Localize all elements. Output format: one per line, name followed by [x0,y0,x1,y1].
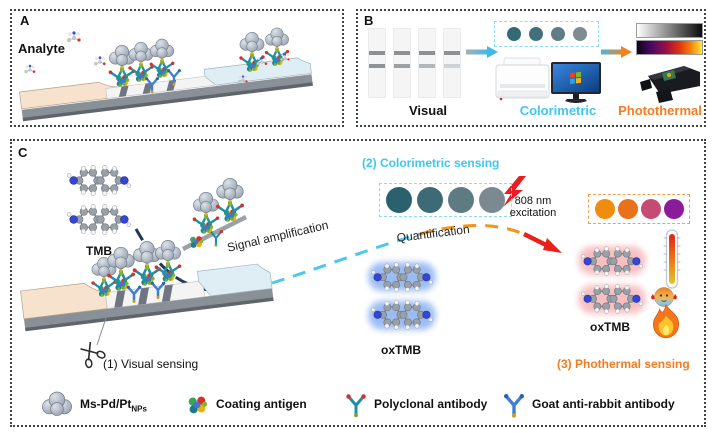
visual-label: Visual [408,103,448,118]
legend-item-goat-anti-rabbit: Goat anti-rabbit antibody [532,397,675,411]
colorimetric-sensing-label: (2) Colorimetric sensing [362,156,500,170]
test-strip-1 [368,28,386,98]
test-line [444,64,460,68]
thermometer-icon [662,229,682,289]
visual-to-colorimetric-arrow [466,46,498,58]
amplification-platform [181,178,248,252]
colorimetric-spots-box-c [379,183,512,217]
panel-a [10,9,344,127]
control-line [419,51,435,55]
tmb-molecule [67,165,131,234]
excitation-line1: 808 nm [514,195,552,207]
legend-item-polyclonal-antibody: Polyclonal antibody [374,397,488,411]
oxtmb-molecule-pink [578,246,646,314]
legend-label: Ms-Pd/Pt [80,397,132,411]
legend-item-coating-antigen: Coating antigen [216,397,307,411]
control-line [394,51,410,55]
fire-icon [652,304,680,339]
photothermal-spot [663,199,684,219]
test-strip-4 [443,28,461,98]
excitation-line2: excitation [509,206,557,219]
colorimetric-to-photothermal-arrow [601,46,632,58]
oxtmb-label-left: oxTMB [381,343,421,357]
computer-monitor-icon [551,62,601,103]
panel-a-label: A [20,13,30,28]
colorimetric-spot [386,187,412,213]
colorimetric-spot [448,187,474,213]
colorimetric-spot [550,27,565,41]
visual-sensing-label: (1) Visual sensing [103,357,199,371]
coating-antigen-icon [188,396,208,414]
hot-face-icon [650,287,678,307]
panel-b-label: B [364,13,374,28]
visual-sensing-strip [20,240,274,371]
panel-c [10,139,706,427]
colorimetric-spot [506,27,521,41]
photothermal-spot [640,199,661,219]
panel-c-label: C [18,145,28,160]
test-line [419,64,435,68]
oxtmb-molecule-blue [368,262,436,330]
legend-subscript: NPs [131,404,147,414]
colorimetric-spot [572,27,587,41]
quantification-arrow [522,231,562,253]
excitation-label: 808 nm excitation [500,195,566,220]
photothermal-spot [617,199,638,219]
control-line [369,51,385,55]
polyclonal-antibody-icon [344,392,368,419]
nanoparticle-cloud-icon [42,391,72,416]
goat-anti-rabbit-antibody-icon [502,392,526,420]
panel-b [356,9,706,127]
test-strip-2 [393,28,411,98]
photothermal-spot [594,199,615,219]
lightning-bolt-icon [503,176,526,207]
tmb-label: TMB [86,244,112,258]
test-line [394,64,410,68]
colorimetric-spot [417,187,443,213]
colorimetric-spot [479,187,505,213]
test-strip-3 [418,28,436,98]
analyte-label: Analyte [18,41,65,56]
colorimetric-spots-box-b [494,21,599,47]
photothermal-label: Photothermal [618,103,702,118]
test-line [369,64,385,68]
photothermal-spots-box [588,194,690,224]
thermal-camera-icon [640,66,700,103]
thermal-color-bar [636,40,703,55]
legend-item-nanoparticle: Ms-Pd/PtNPs [80,398,147,414]
colorimetric-spot [528,27,543,41]
flatbed-scanner-icon [495,57,550,101]
panel-a-strip [19,28,313,122]
oxtmb-label-right: oxTMB [590,320,630,334]
grayscale-bar [636,23,703,38]
photothermal-sensing-label: (3) Phothermal sensing [557,357,690,371]
colorimetric-label: Colorimetric [519,103,597,118]
control-line [444,51,460,55]
